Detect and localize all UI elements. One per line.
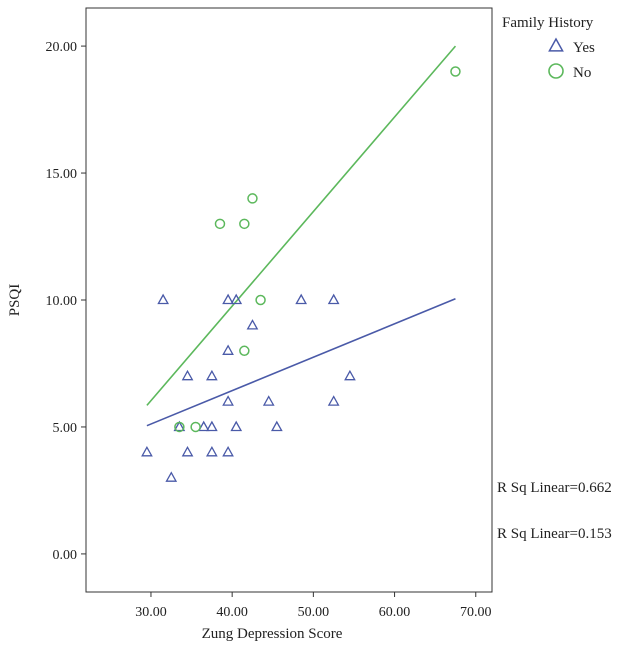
fit-lines — [146, 45, 457, 427]
fit-line-no — [146, 45, 457, 406]
point-yes — [222, 293, 234, 305]
legend-marker-yes — [548, 37, 564, 52]
point-yes — [327, 395, 340, 406]
point-no — [214, 218, 226, 230]
legend-marker-no — [548, 63, 564, 79]
point-no — [174, 421, 185, 433]
point-yes — [181, 369, 194, 381]
point-yes — [197, 420, 210, 432]
point-yes — [222, 344, 234, 355]
y-tick-label: 15.00 — [46, 167, 78, 182]
y-tick-label: 0.00 — [53, 548, 78, 563]
point-no — [239, 345, 250, 357]
r2-label-yes: R Sq Linear=0.153 — [497, 526, 612, 542]
point-no — [190, 421, 201, 433]
y-axis-ticks: 0.00 5.00 10.00 15.00 20.00 — [46, 40, 86, 563]
legend-title: Family History — [502, 15, 594, 31]
point-yes — [222, 445, 234, 457]
point-no — [247, 193, 258, 204]
y-tick-label: 20.00 — [46, 40, 78, 55]
point-yes — [222, 395, 234, 406]
legend-label-no: No — [573, 65, 591, 81]
legend: Family History Yes No — [502, 15, 595, 81]
point-yes — [230, 420, 243, 432]
point-no — [255, 294, 266, 306]
y-tick-label: 5.00 — [53, 421, 78, 436]
point-yes — [205, 369, 218, 381]
r2-label-no: R Sq Linear=0.662 — [497, 480, 612, 496]
point-yes — [295, 293, 308, 305]
point-yes — [157, 293, 170, 305]
point-yes — [246, 319, 259, 330]
point-no — [450, 66, 461, 77]
point-yes — [262, 395, 275, 406]
plot-frame — [85, 7, 493, 593]
legend-label-yes: Yes — [573, 40, 595, 56]
x-tick-label: 50.00 — [298, 605, 330, 620]
point-yes — [141, 445, 153, 457]
y-tick-label: 10.00 — [46, 294, 78, 309]
x-axis-title: Zung Depression Score — [202, 626, 343, 642]
x-axis-ticks: 30.00 40.00 50.00 60.00 70.00 — [135, 592, 492, 620]
x-tick-label: 70.00 — [460, 605, 492, 620]
point-yes — [181, 445, 194, 457]
x-tick-label: 40.00 — [216, 605, 248, 620]
point-yes — [165, 471, 178, 482]
y-axis-title: PSQI — [7, 284, 23, 317]
point-yes — [205, 445, 218, 457]
data-points — [141, 66, 461, 482]
point-yes — [230, 293, 243, 305]
point-yes — [270, 420, 283, 432]
fit-line-yes — [146, 297, 456, 427]
point-yes — [327, 293, 340, 305]
x-tick-label: 30.00 — [135, 605, 167, 620]
point-yes — [173, 420, 186, 432]
x-tick-label: 60.00 — [379, 605, 411, 620]
point-yes — [344, 369, 356, 381]
point-yes — [205, 420, 218, 432]
point-no — [239, 218, 250, 230]
